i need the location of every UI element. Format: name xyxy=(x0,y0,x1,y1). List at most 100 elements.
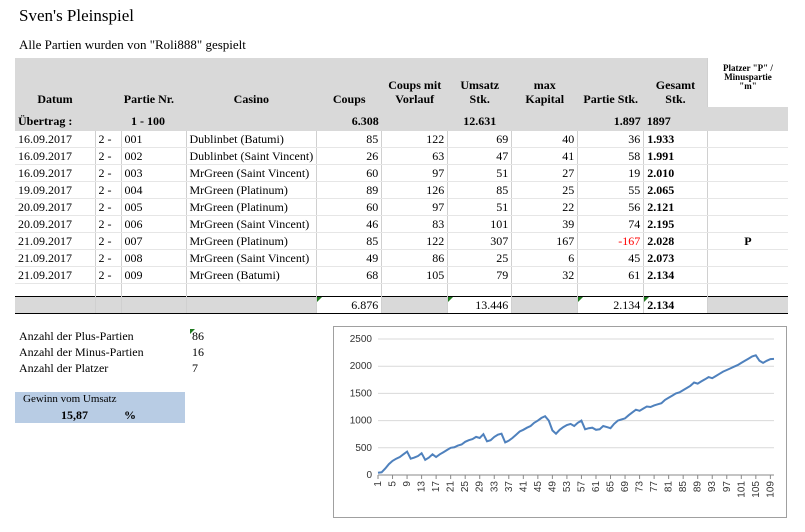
totals-row: 6.876 13.446 2.134 2.134 xyxy=(15,296,788,314)
cell-vorlauf: 97 xyxy=(381,198,448,216)
cell-gesamt: 1.991 xyxy=(643,147,708,165)
cell-casino: Dublinbet (Saint Vincent) xyxy=(185,147,317,165)
cell-casino: MrGreen (Platinum) xyxy=(185,198,317,216)
sheet-subtitle: Alle Partien wurden von "Roli888" gespie… xyxy=(19,37,246,52)
stat-minus-label: Anzahl der Minus-Partien xyxy=(19,345,144,359)
header-max-line2: Kapital xyxy=(525,92,565,106)
cell-casino: Dublinbet (Batumi) xyxy=(185,131,317,148)
cell-umsatz: 47 xyxy=(447,147,512,165)
cell-partie: 74 xyxy=(577,215,644,233)
x-tick-label: 49 xyxy=(547,481,558,493)
x-tick-label: 1 xyxy=(373,481,384,487)
cell-nr: 009 xyxy=(120,266,186,284)
header-coups-mit-vorlauf: Coups mit Vorlauf xyxy=(381,58,448,107)
cell-kapital: 39 xyxy=(511,215,578,233)
cell-umsatz: 25 xyxy=(447,249,512,267)
x-tick-label: 57 xyxy=(576,481,587,493)
x-tick-label: 9 xyxy=(402,481,413,487)
header-platzer: Platzer "P" / Minuspartie "m" xyxy=(707,58,788,107)
total-coups: 6.876 xyxy=(316,296,382,314)
header-gesamt-line1: Gesamt xyxy=(655,78,696,92)
cell-datum: 16.09.2017 xyxy=(15,164,95,182)
cell-datum: 20.09.2017 xyxy=(15,215,95,233)
y-tick-label: 2000 xyxy=(350,361,373,372)
ubertrag-label: Übertrag : xyxy=(15,111,95,131)
y-tick-label: 0 xyxy=(366,470,372,481)
cell-platzer: P xyxy=(707,232,788,250)
x-tick-label: 73 xyxy=(635,481,646,493)
stat-platzer-label: Anzahl der Platzer xyxy=(19,361,109,375)
total-partie-stk: 2.134 xyxy=(577,296,644,314)
header-max-kapital: max Kapital xyxy=(511,58,578,107)
cell-platzer xyxy=(707,164,788,182)
cell-platzer xyxy=(707,198,788,216)
header-umsatz-line1: Umsatz xyxy=(460,78,500,92)
cell-kapital: 167 xyxy=(511,232,578,250)
cell-datum: 21.09.2017 xyxy=(15,232,95,250)
cell-platzer xyxy=(707,181,788,199)
header-gesamt-line2: Stk. xyxy=(665,92,686,106)
x-tick-label: 69 xyxy=(620,481,631,493)
cell-serie: 2 - xyxy=(94,215,121,233)
x-tick-label: 93 xyxy=(707,481,718,493)
cell-datum: 21.09.2017 xyxy=(15,249,95,267)
cell-partie: 19 xyxy=(577,164,644,182)
cell-vorlauf: 83 xyxy=(381,215,448,233)
cell-gesamt: 2.028 xyxy=(643,232,708,250)
ubertrag-row: Übertrag : 1 - 100 6.308 12.631 1.897 18… xyxy=(15,111,788,131)
cell-kapital: 22 xyxy=(511,198,578,216)
cell-gesamt: 2.010 xyxy=(643,164,708,182)
x-tick-label: 81 xyxy=(664,481,675,493)
cell-datum: 20.09.2017 xyxy=(15,198,95,216)
cell-serie: 2 - xyxy=(94,131,121,148)
cell-gesamt: 2.121 xyxy=(643,198,708,216)
x-tick-label: 5 xyxy=(388,481,399,487)
x-tick-label: 89 xyxy=(693,481,704,493)
x-tick-label: 85 xyxy=(678,481,689,493)
cell-partie: 36 xyxy=(577,131,644,148)
cell-umsatz: 101 xyxy=(447,215,512,233)
cell-kapital: 25 xyxy=(511,181,578,199)
x-tick-label: 61 xyxy=(591,481,602,493)
x-tick-label: 41 xyxy=(518,481,529,493)
cell-kapital: 40 xyxy=(511,131,578,148)
stat-platzer-value: 7 xyxy=(192,361,198,375)
gewinn-unit: % xyxy=(124,408,136,422)
x-tick-label: 17 xyxy=(431,481,442,493)
cell-nr: 007 xyxy=(120,232,186,250)
ubertrag-coups: 6.308 xyxy=(316,111,382,131)
cell-vorlauf: 105 xyxy=(381,266,448,284)
cell-nr: 003 xyxy=(120,164,186,182)
cell-casino: MrGreen (Saint Vincent) xyxy=(185,215,317,233)
x-tick-label: 109 xyxy=(765,481,776,498)
table-row: 16.09.2017 2 -002 Dublinbet (Saint Vincent… xyxy=(15,147,788,165)
gewinn-box: Gewinn vom Umsatz 15,87 % xyxy=(15,392,185,423)
cell-kapital: 41 xyxy=(511,147,578,165)
ubertrag-umsatz: 12.631 xyxy=(447,111,512,131)
header-coups-mit-line2: Vorlauf xyxy=(395,92,435,106)
cell-coups: 26 xyxy=(316,147,382,165)
cell-serie: 2 - xyxy=(94,198,121,216)
ubertrag-range: 1 - 100 xyxy=(121,111,317,131)
cell-coups: 60 xyxy=(316,164,382,182)
cell-partie: -167 xyxy=(577,232,644,250)
cell-kapital: 27 xyxy=(511,164,578,182)
cell-umsatz: 307 xyxy=(447,232,512,250)
table-row: 21.09.2017 2 -008 MrGreen (Saint Vincent) 4… xyxy=(15,249,788,267)
x-tick-label: 105 xyxy=(751,481,762,498)
cell-coups: 49 xyxy=(316,249,382,267)
cell-gesamt: 2.134 xyxy=(643,266,708,284)
cell-partie: 58 xyxy=(577,147,644,165)
y-tick-label: 500 xyxy=(355,443,372,454)
table-row: 20.09.2017 2 -005 MrGreen (Platinum) 60 97 51… xyxy=(15,198,788,216)
cell-umsatz: 85 xyxy=(447,181,512,199)
total-gesamt: 2.134 xyxy=(643,296,708,314)
ubertrag-partie-stk: 1.897 xyxy=(577,111,644,131)
x-tick-label: 65 xyxy=(606,481,617,493)
x-tick-label: 97 xyxy=(722,481,733,493)
header-platzer-line1: Platzer "P" / xyxy=(723,63,773,73)
cell-platzer xyxy=(707,131,788,148)
cell-casino: MrGreen (Saint Vincent) xyxy=(185,164,317,182)
x-tick-label: 37 xyxy=(504,481,515,493)
header-gesamt: Gesamt Stk. xyxy=(643,58,708,107)
